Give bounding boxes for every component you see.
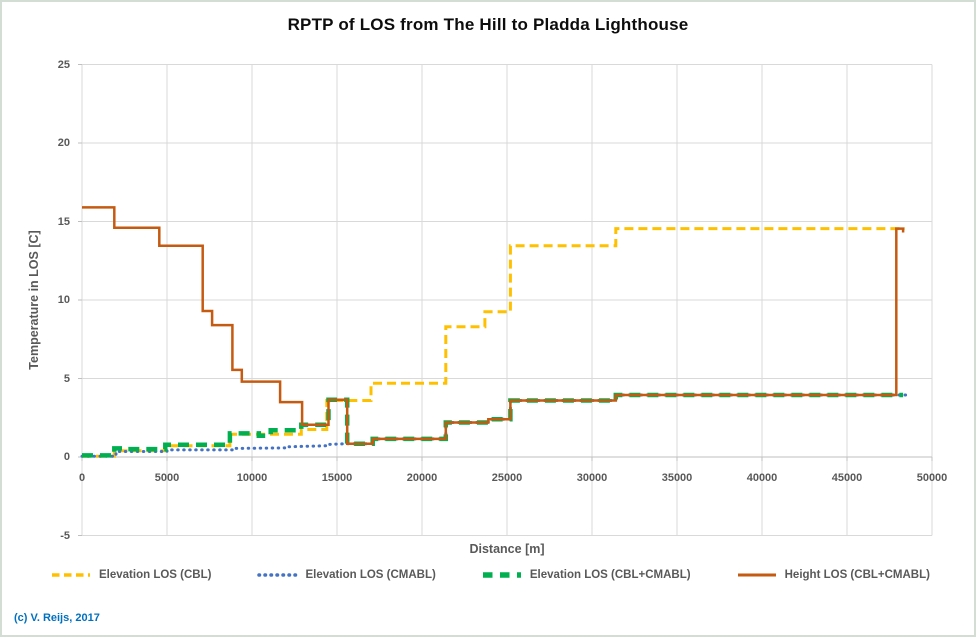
chart-legend: Elevation LOS (CBL) Elevation LOS (CMABL)… bbox=[2, 569, 974, 581]
series-line-dash bbox=[82, 227, 905, 458]
x-tick-label: 40000 bbox=[746, 472, 778, 484]
legend-item-label: Height LOS (CBL+CMABL) bbox=[784, 569, 930, 581]
legend-swatch-solid-icon bbox=[737, 573, 776, 577]
chart-title: RPTP of LOS from The Hill to Pladda Ligh… bbox=[287, 15, 689, 34]
y-tick-label: 15 bbox=[57, 215, 70, 228]
x-tick-label: 25000 bbox=[491, 472, 523, 484]
legend-item-label: Elevation LOS (CBL+CMABL) bbox=[529, 569, 691, 581]
y-tick-label: 10 bbox=[57, 294, 70, 306]
legend-item: Elevation LOS (CBL+CMABL) bbox=[481, 569, 691, 581]
legend-item: Elevation LOS (CMABL) bbox=[256, 569, 436, 581]
x-tick-label: 15000 bbox=[321, 472, 353, 484]
y-axis-title: Temperature in LOS [C] bbox=[27, 230, 41, 370]
legend-item-label: Elevation LOS (CBL) bbox=[99, 569, 212, 581]
legend-item: Height LOS (CBL+CMABL) bbox=[736, 569, 930, 581]
legend-swatch-dash-icon bbox=[52, 573, 90, 577]
legend-item-label: Elevation LOS (CMABL) bbox=[305, 569, 436, 581]
x-tick-label: 20000 bbox=[406, 472, 438, 484]
copyright-text: (c) V. Reijs, 2017 bbox=[14, 612, 100, 624]
x-tick-label: 5000 bbox=[154, 472, 180, 484]
y-tick-label: 5 bbox=[63, 372, 70, 385]
x-tick-label: 30000 bbox=[576, 472, 608, 484]
x-axis-title: Distance [m] bbox=[469, 542, 545, 556]
legend-swatch-longdash-icon bbox=[482, 572, 521, 578]
legend-item: Elevation LOS (CBL) bbox=[50, 569, 211, 581]
y-tick-label: 0 bbox=[63, 451, 70, 463]
series-line-solid bbox=[82, 206, 905, 445]
y-tick-label: 20 bbox=[57, 137, 70, 149]
y-tick-label: -5 bbox=[60, 529, 70, 542]
y-tick-label: 25 bbox=[57, 58, 70, 71]
x-tick-label: 35000 bbox=[661, 472, 693, 484]
series-line-longdash bbox=[82, 392, 904, 458]
x-tick-label: 45000 bbox=[831, 472, 863, 484]
legend-swatch-dot-icon bbox=[256, 573, 299, 577]
x-tick-label: 0 bbox=[78, 472, 86, 484]
x-tick-label: 50000 bbox=[916, 472, 948, 484]
x-tick-label: 10000 bbox=[236, 472, 268, 484]
